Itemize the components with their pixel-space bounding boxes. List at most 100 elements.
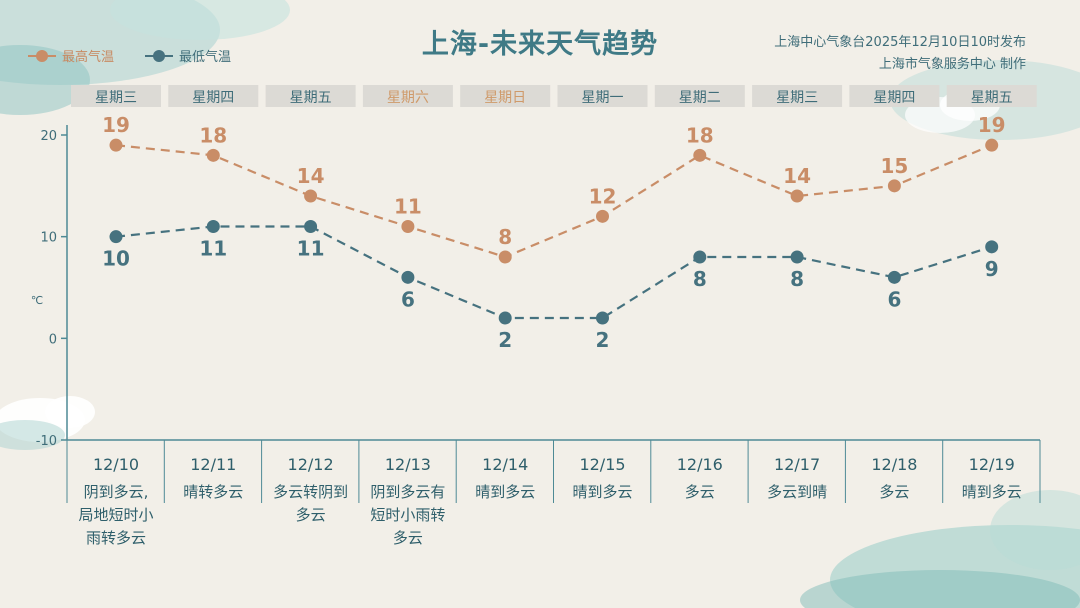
high-temp-point: [790, 189, 804, 203]
weekday-label: 星期五: [290, 90, 332, 106]
high-temp-value: 14: [783, 164, 811, 188]
low-temp-point: [498, 311, 512, 325]
low-temp-value: 11: [199, 237, 227, 261]
weekday-label: 星期五: [971, 90, 1013, 106]
weekday-tab: [654, 85, 745, 107]
cloud-decoration-left: [0, 396, 95, 450]
high-temp-value: 11: [394, 195, 422, 219]
weekday-tab: [362, 85, 453, 107]
high-temp-value: 19: [978, 113, 1006, 137]
y-tick-label: -10: [36, 434, 57, 449]
weather-text: 晴到多云: [475, 483, 535, 501]
low-temp-point: [109, 230, 123, 244]
weather-text: 多云: [296, 506, 326, 524]
high-temp-point: [985, 138, 999, 152]
weekday-label: 星期三: [776, 90, 818, 106]
weekday-tab: [265, 85, 356, 107]
date-label: 12/15: [579, 455, 625, 474]
high-temp-point: [206, 148, 220, 162]
high-temp-point: [596, 209, 609, 223]
low-temp-point: [985, 240, 999, 254]
weekday-tab: [71, 85, 161, 107]
cloud-decoration-top-left: [0, 0, 290, 115]
weekday-label: 星期四: [873, 90, 915, 106]
weekday-tab: [557, 85, 648, 107]
low-temp-value: 2: [498, 328, 512, 352]
weekday-label: 星期三: [95, 90, 137, 106]
low-temp-value: 6: [401, 287, 415, 311]
high-temp-value: 18: [199, 123, 227, 147]
low-temp-value: 2: [596, 328, 610, 352]
high-temp-value: 14: [297, 164, 325, 188]
low-temp-point: [693, 250, 707, 264]
low-temp-value: 8: [790, 267, 804, 291]
low-temp-point: [596, 311, 609, 325]
weekday-label: 星期一: [582, 90, 624, 106]
high-temp-point: [887, 179, 901, 193]
date-label: 12/17: [774, 455, 820, 474]
weekday-tab: [752, 85, 843, 107]
date-label: 12/16: [677, 455, 723, 474]
page-title: 上海-未来天气趋势: [421, 29, 659, 60]
date-label: 12/12: [288, 455, 334, 474]
weather-text: 晴到多云: [572, 483, 632, 501]
weather-text: 多云到晴: [767, 483, 827, 501]
high-temp-point: [498, 250, 512, 264]
date-label: 12/14: [482, 455, 528, 474]
high-temp-value: 15: [880, 154, 908, 178]
high-temp-point: [401, 220, 415, 233]
weekday-label: 星期六: [387, 90, 429, 106]
weather-text: 阴到多云有: [370, 483, 445, 501]
weather-text: 晴到多云: [962, 483, 1022, 501]
weather-text: 阴到多云,: [84, 483, 149, 501]
low-temp-line: [115, 225, 993, 320]
weekday-label: 星期二: [679, 90, 721, 106]
high-temp-point: [693, 148, 707, 162]
low-temp-value: 9: [985, 257, 999, 281]
y-tick-label: 10: [40, 231, 57, 246]
legend-low-swatch: [145, 49, 173, 62]
high-temp-value: 8: [498, 225, 512, 249]
low-temp-value: 10: [102, 247, 130, 271]
low-temp-point: [401, 270, 415, 284]
low-temp-point: [206, 220, 220, 233]
legend-high-swatch: [28, 49, 56, 62]
low-temp-value: 6: [887, 287, 901, 311]
weather-text: 多云: [393, 529, 423, 547]
weather-text: 多云: [879, 483, 909, 501]
legend-high-label: 最高气温: [62, 50, 115, 65]
low-temp-value: 8: [693, 267, 707, 291]
weekday-tab: [168, 85, 259, 107]
y-tick-label: 20: [40, 129, 57, 144]
high-temp-value: 19: [102, 113, 130, 137]
high-temp-value: 18: [686, 123, 714, 147]
low-temp-point: [304, 220, 318, 233]
weekday-tab: [946, 85, 1037, 107]
date-label: 12/13: [385, 455, 431, 474]
legend-high: 最高气温: [28, 46, 114, 65]
low-temp-point: [887, 270, 901, 284]
weekday-tab: [460, 85, 551, 107]
low-temp-point: [790, 250, 804, 264]
weekday-label: 星期日: [484, 90, 526, 106]
weather-text: 雨转多云: [86, 529, 146, 547]
cloud-decoration-bottom-right: [800, 490, 1080, 608]
y-axis-unit: ℃: [31, 294, 43, 307]
low-temp-value: 11: [297, 237, 325, 261]
weekday-label: 星期四: [192, 90, 234, 106]
weekday-tab: [849, 85, 940, 107]
date-label: 12/19: [969, 455, 1015, 474]
weather-text: 短时小雨转: [370, 506, 445, 524]
y-tick-label: 0: [49, 332, 57, 347]
high-temp-value: 12: [589, 184, 617, 208]
weather-text: 多云: [685, 483, 715, 501]
weather-text: 局地短时小: [78, 506, 153, 524]
high-temp-point: [109, 138, 123, 152]
legend-low-label: 最低气温: [179, 50, 232, 65]
date-label: 12/10: [93, 455, 139, 474]
legend-low: 最低气温: [145, 46, 231, 65]
weather-text: 晴转多云: [183, 483, 243, 501]
date-label: 12/11: [190, 455, 236, 474]
